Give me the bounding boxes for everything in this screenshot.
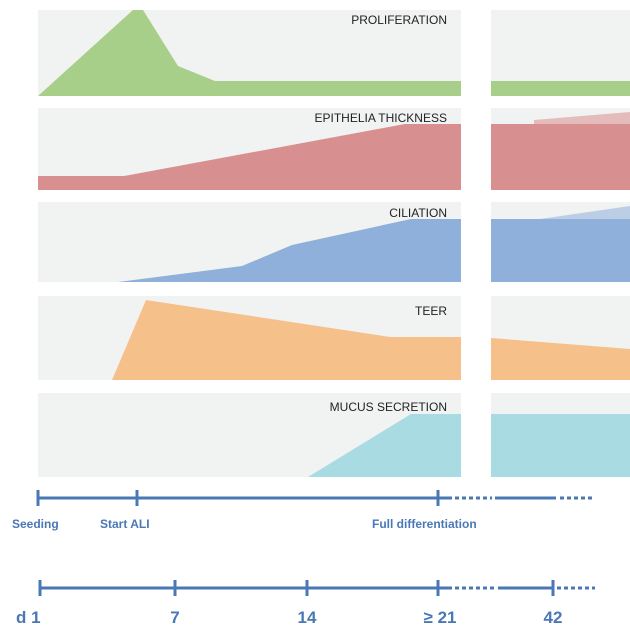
thickness-area-right — [491, 124, 630, 190]
proliferation-area-right — [491, 81, 630, 96]
ciliation-curve — [118, 206, 630, 282]
day-label-21: ≥ 21 — [424, 608, 457, 627]
ciliation-spread-wedge — [540, 206, 630, 219]
thickness-area-left — [38, 124, 461, 190]
teer-curve — [112, 300, 630, 380]
mucus-area-right — [491, 414, 630, 477]
mucus-area-left — [308, 414, 461, 477]
mucus-curve — [308, 414, 630, 477]
day-label-7: 7 — [170, 608, 179, 627]
milestone-label-start-ali: Start ALI — [100, 517, 150, 531]
milestone-label-seeding: Seeding — [12, 517, 59, 531]
milestone-label-full-differentiation: Full differentiation — [372, 517, 477, 531]
ciliation-area-right — [491, 219, 630, 282]
day-label-14: 14 — [298, 608, 317, 627]
teer-area-left — [112, 300, 461, 380]
thickness-spread-wedge — [534, 112, 630, 124]
ciliation-area-left — [118, 219, 461, 282]
day-label-1: d 1 — [16, 608, 41, 627]
day-label-42: 42 — [544, 608, 563, 627]
panel-label-epithelia-thickness: EPITHELIA THICKNESS — [315, 111, 448, 125]
panel-label-proliferation: PROLIFERATION — [351, 13, 447, 27]
epithelia-thickness-curve — [38, 112, 630, 190]
milestone-timeline — [36, 490, 595, 506]
panel-label-teer: TEER — [415, 304, 447, 318]
proliferation-area-left — [38, 10, 461, 96]
day-timeline — [38, 580, 595, 596]
proliferation-curve — [38, 10, 630, 96]
teer-area-right — [491, 338, 630, 380]
panel-label-ciliation: CILIATION — [389, 206, 447, 220]
panel-label-mucus-secretion: MUCUS SECRETION — [330, 400, 447, 414]
